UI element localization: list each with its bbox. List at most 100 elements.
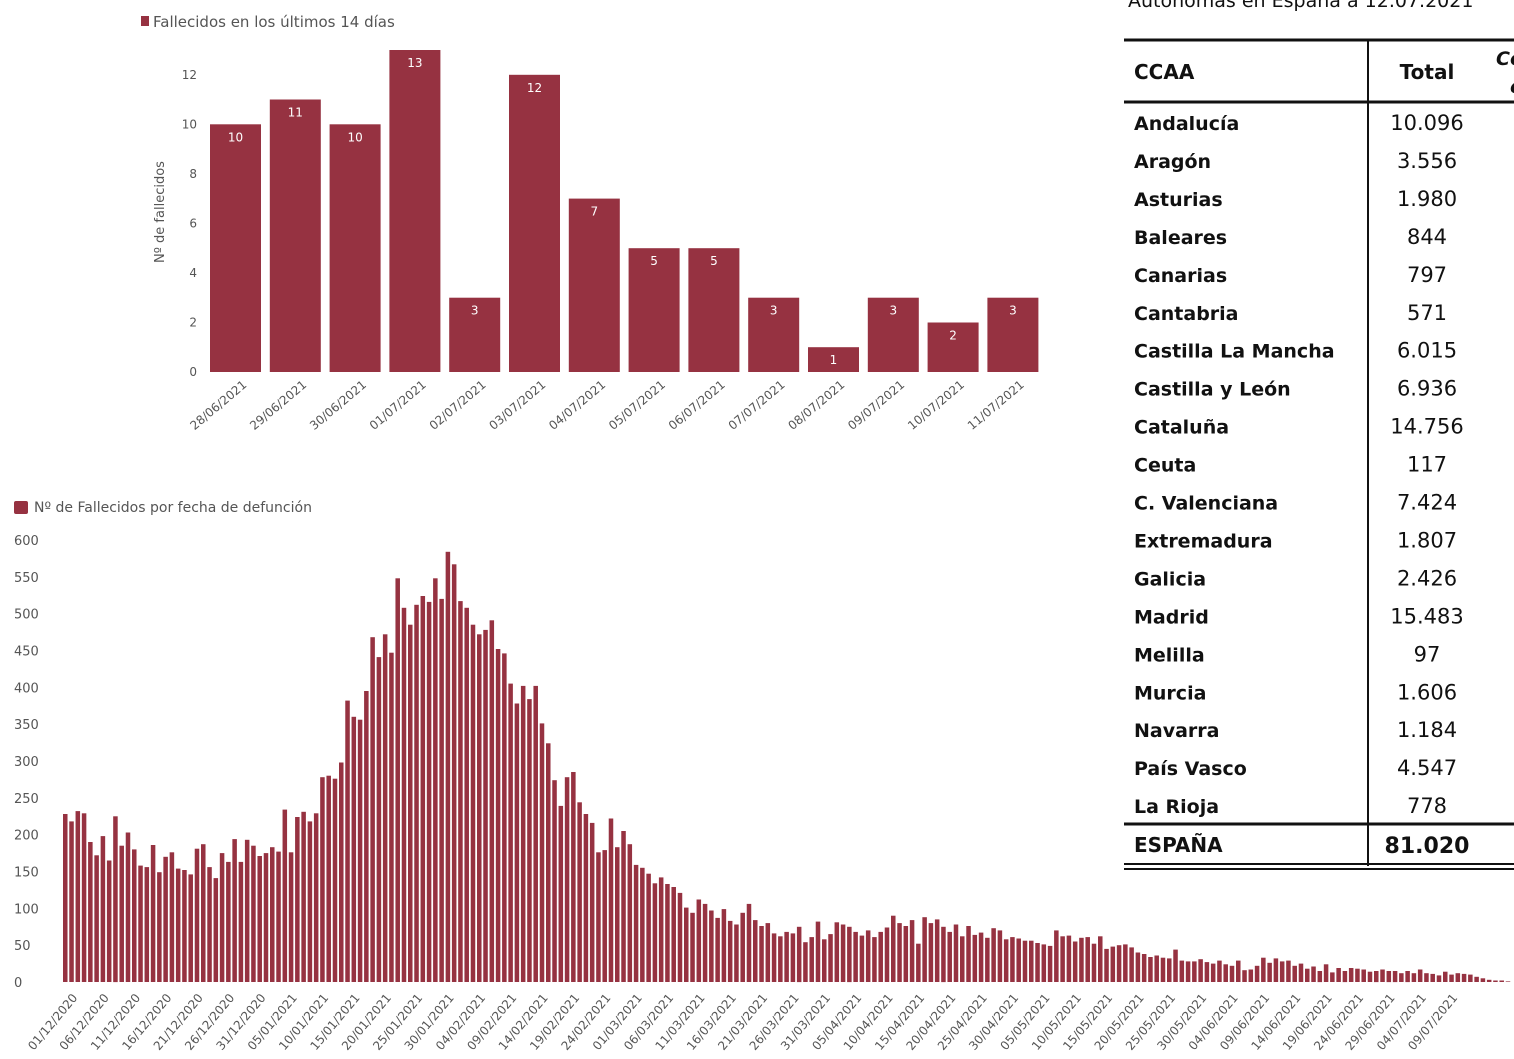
y-axis-label: Nº de fallecidos xyxy=(153,161,168,263)
header-clipped: Co xyxy=(1496,48,1514,70)
y-tick-label: 12 xyxy=(182,68,197,82)
bar xyxy=(1242,970,1247,982)
bar xyxy=(194,848,200,982)
total-row-value: 81.020 xyxy=(1385,834,1470,859)
bar xyxy=(677,892,683,982)
bar xyxy=(771,933,777,982)
bar xyxy=(1392,971,1398,983)
bar xyxy=(1399,973,1404,982)
bar xyxy=(326,775,331,982)
bar xyxy=(1236,960,1241,982)
bar xyxy=(470,624,476,982)
x-tick-label: 10/07/2021 xyxy=(905,378,967,433)
bar xyxy=(960,936,965,982)
bar xyxy=(652,883,658,982)
bar xyxy=(765,923,771,982)
bar xyxy=(420,596,426,982)
bar xyxy=(269,99,321,372)
bar xyxy=(464,607,469,982)
bar xyxy=(746,903,752,982)
bar xyxy=(665,884,670,982)
bar xyxy=(94,855,99,982)
bar xyxy=(106,860,112,982)
y-tick-label: 100 xyxy=(14,902,39,917)
bar xyxy=(633,864,639,982)
bar xyxy=(872,937,877,982)
bar xyxy=(822,939,827,982)
bar xyxy=(859,935,865,982)
bar xyxy=(583,814,589,982)
bar xyxy=(1361,969,1366,982)
row-name: Andalucía xyxy=(1134,113,1239,135)
bar xyxy=(1468,974,1473,982)
bars xyxy=(63,551,1511,983)
bar xyxy=(244,839,250,982)
row-total: 10.096 xyxy=(1390,111,1463,135)
y-tick-label: 200 xyxy=(14,829,39,844)
y-tick-label: 250 xyxy=(14,792,39,807)
bar xyxy=(332,778,338,982)
y-axis-ticks: 0 50 100 150 200 250 300 350 400 450 500 550 600 xyxy=(14,534,39,991)
bar xyxy=(748,297,800,372)
row-total: 6.936 xyxy=(1397,377,1457,401)
bar xyxy=(1217,960,1222,982)
bar xyxy=(1405,971,1410,983)
header-total: Total xyxy=(1400,60,1455,84)
bar xyxy=(734,924,739,982)
bar xyxy=(1066,935,1072,982)
header-ccaa: CCAA xyxy=(1134,60,1195,84)
bar xyxy=(1493,980,1498,982)
bar xyxy=(1104,948,1109,982)
bar xyxy=(978,932,984,982)
bar xyxy=(1292,965,1297,982)
bar xyxy=(263,853,269,982)
bar xyxy=(1116,945,1122,982)
bar xyxy=(270,847,275,982)
bar xyxy=(1342,971,1348,983)
bar xyxy=(903,926,909,982)
bar xyxy=(1210,963,1216,982)
bar xyxy=(1085,937,1090,982)
row-name: La Rioja xyxy=(1134,796,1219,818)
bar xyxy=(132,849,137,982)
bar xyxy=(144,867,150,982)
bar xyxy=(615,847,620,982)
bar xyxy=(1041,944,1047,982)
bar xyxy=(571,772,576,982)
bar xyxy=(1461,973,1467,982)
bar xyxy=(175,868,181,982)
x-axis-ticks: 28/06/202129/06/202130/06/202101/07/2021… xyxy=(187,378,1026,433)
bar xyxy=(1204,962,1210,982)
row-name: Castilla La Mancha xyxy=(1134,341,1335,363)
bar xyxy=(320,777,325,982)
row-total: 844 xyxy=(1407,225,1447,249)
bar xyxy=(1436,975,1442,982)
row-total: 15.483 xyxy=(1390,604,1463,628)
bar xyxy=(477,634,482,982)
data-label: 5 xyxy=(710,254,718,268)
bar xyxy=(163,856,168,982)
data-label: 3 xyxy=(889,304,897,318)
legend-swatch-daily xyxy=(14,501,28,514)
data-label: 3 xyxy=(1009,304,1017,318)
bar xyxy=(213,878,219,982)
bar xyxy=(684,907,689,982)
row-name: Baleares xyxy=(1134,227,1227,249)
bar xyxy=(439,598,444,982)
bar xyxy=(1386,971,1392,983)
bar xyxy=(815,921,821,982)
data-label: 3 xyxy=(770,304,778,318)
data-label: 11 xyxy=(288,106,303,120)
bar xyxy=(928,923,934,982)
y-tick-label: 550 xyxy=(14,571,39,586)
bar xyxy=(288,852,294,982)
bar xyxy=(63,814,68,982)
bar xyxy=(1141,954,1147,982)
bar xyxy=(458,601,463,982)
bar xyxy=(226,861,231,982)
row-total: 797 xyxy=(1407,263,1447,287)
y-tick-label: 8 xyxy=(189,167,197,181)
bar xyxy=(125,832,131,982)
bar xyxy=(1229,965,1235,982)
